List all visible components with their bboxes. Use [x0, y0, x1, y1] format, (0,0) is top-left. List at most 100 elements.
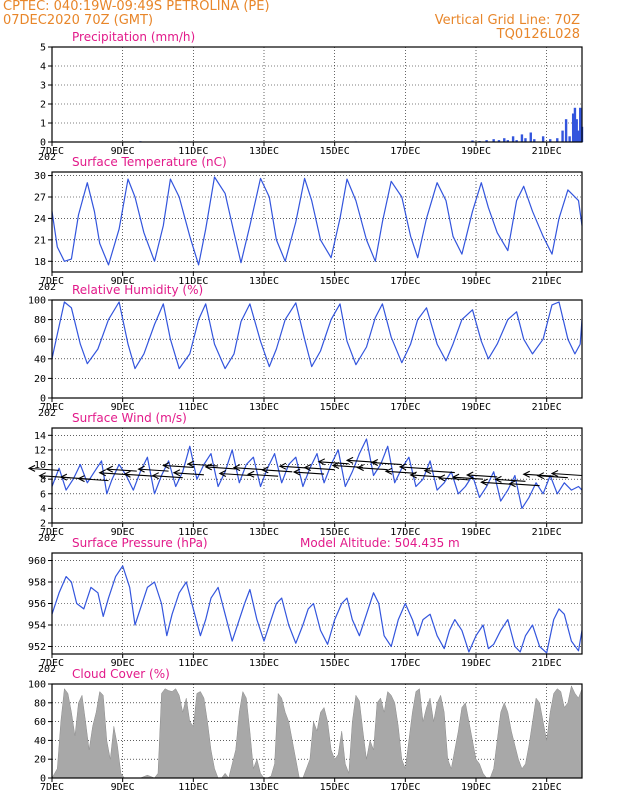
x-tick-label: 13DEC	[249, 658, 279, 669]
x-tick-label: 11DEC	[178, 276, 208, 287]
wind-arrowhead	[123, 470, 131, 478]
rh-series-line	[51, 301, 583, 370]
x-tick-label: 11DEC	[178, 658, 208, 669]
panel-frame	[51, 552, 583, 655]
y-tick-label: 100	[28, 296, 46, 307]
wind-arrowhead	[137, 465, 145, 473]
y-tick-label: 20	[34, 755, 46, 766]
x-tick-label: 19DEC	[461, 276, 491, 287]
wind-arrow	[495, 478, 526, 482]
wind-arrowhead	[437, 474, 446, 482]
wind-arrowhead	[331, 461, 340, 469]
precip-bar	[568, 136, 571, 142]
precip-bar	[503, 138, 506, 142]
x-tick-label: 19DEC	[461, 658, 491, 669]
wind-arrow	[357, 467, 388, 471]
pressure-series-line	[51, 565, 583, 654]
precip-bar	[471, 140, 474, 142]
wind-arrowhead	[204, 463, 212, 471]
wind-arrow	[188, 463, 219, 467]
panel-title: Surface Pressure (hPa)	[72, 536, 208, 550]
x-tick-label: 15DEC	[320, 146, 350, 157]
precip-bar	[485, 140, 488, 142]
wind-arrowhead	[278, 462, 287, 470]
panel-precip: 0 1 2 3 4 5 7DEC 9DEC 11DEC 13DEC 15DEC 17DEC 19DEC 2…	[38, 30, 584, 163]
x-tick-label: 9DEC	[111, 146, 135, 157]
y-tick-label: 100	[28, 680, 46, 691]
wind-arrow	[400, 466, 431, 470]
y-tick-label: 60	[34, 717, 46, 728]
panel-title: Relative Humidity (%)	[72, 283, 203, 297]
x-tick-label: 21DEC	[532, 782, 562, 793]
panel-frame	[51, 683, 583, 779]
precip-bar	[511, 136, 515, 142]
x-tick-label: 15DEC	[320, 527, 350, 538]
x-tick-label: 17DEC	[390, 527, 420, 538]
x-tick-label: 13DEC	[249, 527, 279, 538]
x-tick-label: 19DEC	[461, 527, 491, 538]
x-tick-label: 9DEC	[111, 527, 135, 538]
y-tick-label: 5	[40, 43, 46, 54]
x-tick-label: 7DEC	[40, 782, 64, 793]
wind-arrowhead	[522, 470, 530, 478]
wind-arrowhead	[550, 470, 559, 477]
y-tick-label: 960	[28, 556, 46, 567]
wind-arrowhead	[246, 470, 255, 478]
x-tick-label: 21DEC	[532, 527, 562, 538]
y-tick-label: 12	[34, 445, 46, 456]
precip-bar	[571, 113, 575, 142]
y-tick-label: 14	[34, 431, 46, 442]
wind-arrow	[453, 476, 484, 480]
wind-arrowhead	[151, 472, 159, 480]
y-tick-label: 956	[28, 599, 46, 610]
year-stub-label: 202	[38, 152, 56, 163]
x-tick-label: 17DEC	[390, 402, 420, 413]
panel-rh: 0 20 40 60 80 100 7DEC 9DEC 11DEC 13DEC 15DEC 17DEC…	[28, 283, 583, 419]
y-tick-label: 0	[40, 774, 46, 785]
wind-arrowhead	[480, 478, 488, 486]
wind-arrow	[371, 461, 402, 466]
wind-arrowhead	[345, 456, 354, 464]
panel-wind: 2 4 6 8 10 12 14 7DEC 9DEC 11DEC 13DEC 15DEC 17DEC 19…	[27, 411, 583, 544]
y-tick-label: 27	[34, 193, 46, 204]
x-tick-label: 13DEC	[249, 146, 279, 157]
wind-arrowhead	[105, 465, 114, 473]
x-tick-label: 7DEC	[40, 527, 64, 538]
panel-pressure: 952 954 956 958 960 7DEC 9DEC 11DEC 13DEC 15DEC 17…	[28, 536, 583, 675]
x-tick-label: 19DEC	[461, 146, 491, 157]
wind-arrowhead	[77, 475, 85, 483]
y-tick-label: 4	[40, 504, 46, 515]
precip-bar	[506, 140, 509, 142]
y-tick-label: 60	[34, 335, 46, 346]
x-tick-label: 13DEC	[249, 402, 279, 413]
wind-arrow	[304, 467, 335, 471]
wind-arrow	[248, 473, 279, 477]
y-tick-label: 4	[40, 62, 46, 73]
panel-frame	[51, 427, 583, 524]
wind-arrow	[551, 472, 583, 477]
x-tick-label: 7DEC	[40, 402, 64, 413]
run-datetime: 07DEC2020 70Z (GMT)	[3, 13, 154, 28]
x-tick-label: 11DEC	[178, 402, 208, 413]
panel-title: Precipitation (mm/h)	[72, 30, 195, 44]
y-tick-label: 24	[34, 214, 46, 225]
y-tick-label: 18	[34, 257, 46, 268]
wind-arrowhead	[451, 473, 460, 481]
precip-bar	[533, 139, 536, 142]
wind-arrow	[78, 478, 109, 482]
wind-arrow	[467, 474, 498, 478]
wind-arrowhead	[172, 469, 181, 477]
precip-bar	[529, 132, 532, 142]
y-tick-label: 20	[34, 374, 46, 385]
panel-cloud: 0 20 40 60 80 100 7DEC 9DEC 11DEC 13DEC 15DEC 17DEC…	[28, 667, 583, 793]
x-tick-label: 9DEC	[111, 658, 135, 669]
wind-arrow	[138, 468, 169, 472]
station-header: CPTEC: 040:19W-09:49S PETROLINA (PE)	[3, 0, 270, 14]
wind-arrow	[424, 470, 455, 474]
wind-arrowhead	[27, 464, 36, 472]
wind-arrow	[318, 461, 349, 465]
wind-arrow	[438, 477, 469, 481]
panel-title: Cloud Cover (%)	[72, 667, 170, 681]
y-tick-label: 40	[34, 736, 46, 747]
